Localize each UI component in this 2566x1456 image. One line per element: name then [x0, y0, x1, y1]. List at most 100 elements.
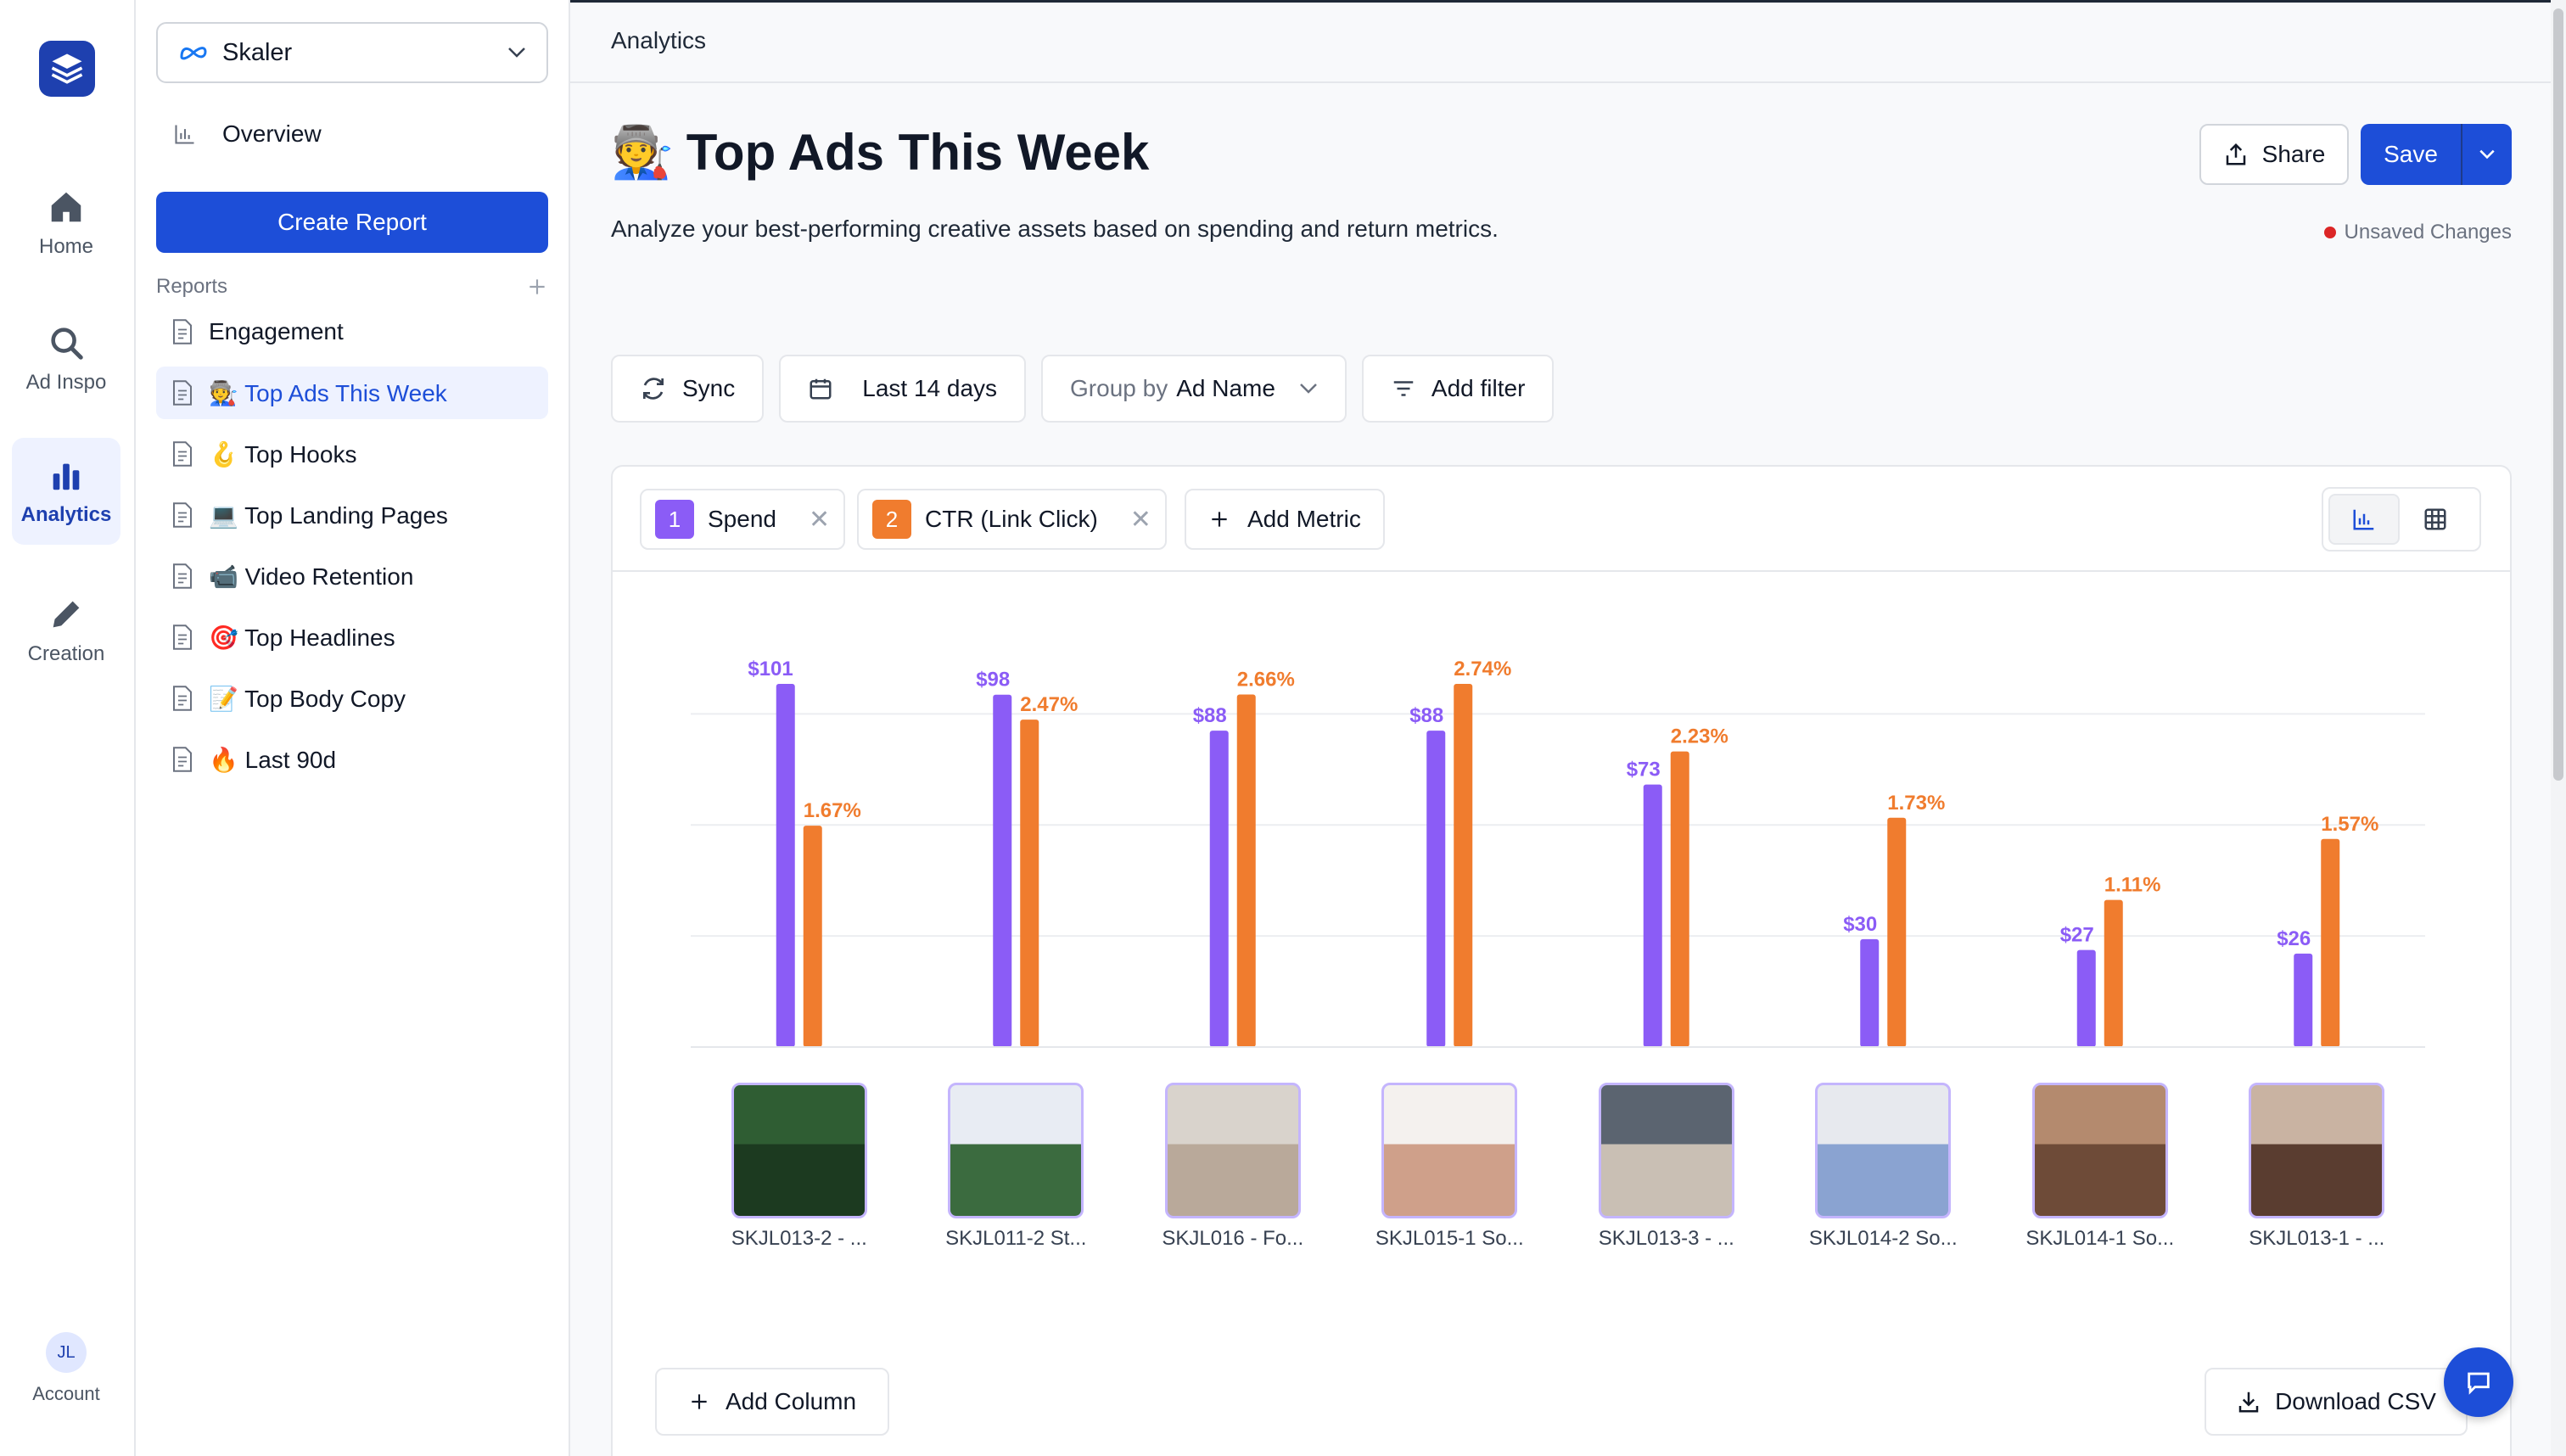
- share-button[interactable]: Share: [2199, 124, 2349, 185]
- view-toggle: [2322, 487, 2481, 552]
- bar-spend[interactable]: [1426, 731, 1446, 1047]
- ad-thumbnail[interactable]: [2249, 1083, 2385, 1218]
- main-content: Analytics 🧑‍🏭 Top Ads This Week Analyze …: [570, 0, 2551, 1456]
- create-report-button[interactable]: Create Report: [156, 192, 548, 253]
- bar-ctr[interactable]: [803, 826, 822, 1047]
- page-scrollbar[interactable]: [2551, 0, 2566, 1456]
- bar-spend[interactable]: [1209, 731, 1229, 1047]
- rail-account[interactable]: JL Account: [12, 1332, 120, 1425]
- report-item-engagement[interactable]: Engagement: [156, 305, 548, 358]
- report-item-top-landing-pages[interactable]: 💻 Top Landing Pages: [156, 489, 548, 541]
- workspace-select[interactable]: Skaler: [156, 22, 548, 83]
- bar-spend[interactable]: [1643, 784, 1662, 1047]
- avatar: JL: [46, 1332, 87, 1373]
- bar-spend[interactable]: [1860, 938, 1880, 1047]
- data-label-ctr: 1.73%: [1887, 792, 1945, 815]
- bar-ctr[interactable]: [1887, 817, 1907, 1047]
- data-label-spend: $27: [2060, 924, 2094, 947]
- report-emoji: 📝: [209, 685, 238, 712]
- sync-label: Sync: [682, 375, 736, 401]
- bar-spend[interactable]: [993, 694, 1012, 1047]
- ad-thumbnail[interactable]: [1381, 1083, 1518, 1218]
- report-item-top-ads-this-week[interactable]: 🧑‍🏭 Top Ads This Week: [156, 367, 548, 419]
- add-metric-button[interactable]: Add Metric: [1185, 489, 1385, 550]
- filter-icon: [1393, 381, 1414, 396]
- ad-thumbnail[interactable]: [1598, 1083, 1734, 1218]
- remove-metric-icon[interactable]: ✕: [1129, 505, 1151, 534]
- report-item-top-body-copy[interactable]: 📝 Top Body Copy: [156, 672, 548, 725]
- data-label-spend: $88: [1193, 704, 1227, 727]
- rail-creation-label: Creation: [27, 642, 105, 665]
- ad-thumbnail[interactable]: [948, 1083, 1084, 1218]
- app-logo[interactable]: [39, 41, 95, 97]
- report-item-video-retention[interactable]: 📹 Video Retention: [156, 550, 548, 602]
- download-csv-button[interactable]: Download CSV: [2205, 1368, 2468, 1436]
- ad-name-label: SKJL014-1 So...: [2025, 1227, 2175, 1250]
- report-item-top-hooks[interactable]: 🪝 Top Hooks: [156, 428, 548, 480]
- bar-ctr[interactable]: [2321, 838, 2340, 1047]
- chart-view-button[interactable]: [2328, 494, 2400, 545]
- reports-sidebar: Skaler Overview Create Report Reports En…: [136, 0, 570, 1456]
- document-icon: [173, 502, 192, 528]
- bar-ctr[interactable]: [2104, 899, 2123, 1047]
- date-range-label: Last 14 days: [862, 375, 998, 401]
- data-label-spend: $101: [748, 658, 793, 680]
- report-item-top-headlines[interactable]: 🎯 Top Headlines: [156, 611, 548, 664]
- sync-button[interactable]: Sync: [611, 355, 765, 423]
- report-emoji: 🪝: [209, 440, 238, 468]
- bar-chart: $101 1.67% $98 2.47% $88 2.66% $88 2.74% $73 2.23…: [691, 658, 2425, 1048]
- table-view-button[interactable]: [2400, 494, 2471, 545]
- document-icon: [173, 563, 192, 589]
- home-icon: [51, 192, 81, 222]
- chevron-down-icon: [1300, 384, 1317, 394]
- metric-chip-ctr[interactable]: 2 CTR (Link Click) ✕: [857, 489, 1167, 550]
- group-by-select[interactable]: Group by Ad Name: [1041, 355, 1347, 423]
- add-filter-button[interactable]: Add filter: [1361, 355, 1555, 423]
- save-button[interactable]: Save: [2384, 141, 2438, 167]
- ad-thumbnail[interactable]: [731, 1083, 867, 1218]
- ad-name-label: SKJL013-3 - ...: [1598, 1227, 1734, 1250]
- remove-metric-icon[interactable]: ✕: [808, 505, 831, 534]
- group-by-value: Ad Name: [1176, 375, 1275, 401]
- ad-thumbnail[interactable]: [1815, 1083, 1952, 1218]
- bar-spend[interactable]: [2294, 953, 2313, 1047]
- overview-link[interactable]: Overview: [173, 110, 546, 158]
- pencil-icon: [53, 601, 80, 628]
- rail-creation[interactable]: Creation: [12, 577, 120, 684]
- chevron-down-icon: [2479, 149, 2495, 160]
- report-label: Video Retention: [244, 563, 414, 590]
- add-report-icon[interactable]: [526, 276, 548, 298]
- save-options-button[interactable]: [2461, 124, 2512, 185]
- add-column-button[interactable]: Add Column: [655, 1368, 889, 1436]
- toolbar: Sync Last 14 days Group by Ad Name Add f…: [611, 355, 1555, 423]
- report-label: Top Hooks: [244, 440, 357, 468]
- ad-thumbnail[interactable]: [2031, 1083, 2168, 1218]
- scrollbar-thumb[interactable]: [2553, 8, 2563, 781]
- bar-spend[interactable]: [2076, 949, 2096, 1047]
- chat-button[interactable]: [2444, 1347, 2513, 1417]
- bar-ctr[interactable]: [1454, 684, 1473, 1047]
- bar-ctr[interactable]: [1670, 751, 1689, 1047]
- date-range-button[interactable]: Last 14 days: [779, 355, 1027, 423]
- rail-analytics[interactable]: Analytics: [12, 438, 120, 545]
- metric-chip-spend[interactable]: 1 Spend ✕: [640, 489, 846, 550]
- unsaved-dot: [2323, 227, 2336, 238]
- bar-spend[interactable]: [776, 684, 795, 1047]
- ad-thumbnail[interactable]: [1164, 1083, 1301, 1218]
- report-label: Top Body Copy: [244, 685, 406, 712]
- bar-ctr[interactable]: [1020, 720, 1039, 1047]
- rail-home[interactable]: Home: [12, 170, 120, 277]
- report-label: Top Landing Pages: [244, 501, 448, 529]
- report-item-last-90d[interactable]: 🔥 Last 90d: [156, 733, 548, 786]
- ad-name-label: SKJL014-2 So...: [1808, 1227, 1958, 1250]
- rail-ad-inspo[interactable]: Ad Inspo: [12, 305, 120, 412]
- bar-ctr[interactable]: [1236, 694, 1256, 1047]
- ad-name-label: SKJL016 - Fo...: [1162, 1227, 1304, 1250]
- add-filter-label: Add filter: [1431, 375, 1526, 401]
- ad-name-label: SKJL013-1 - ...: [2249, 1227, 2385, 1250]
- document-icon: [173, 747, 192, 772]
- report-label: Top Headlines: [244, 624, 395, 651]
- reports-header: Reports: [156, 272, 548, 302]
- breadcrumb: Analytics: [570, 0, 2551, 83]
- calendar-icon: [810, 378, 832, 400]
